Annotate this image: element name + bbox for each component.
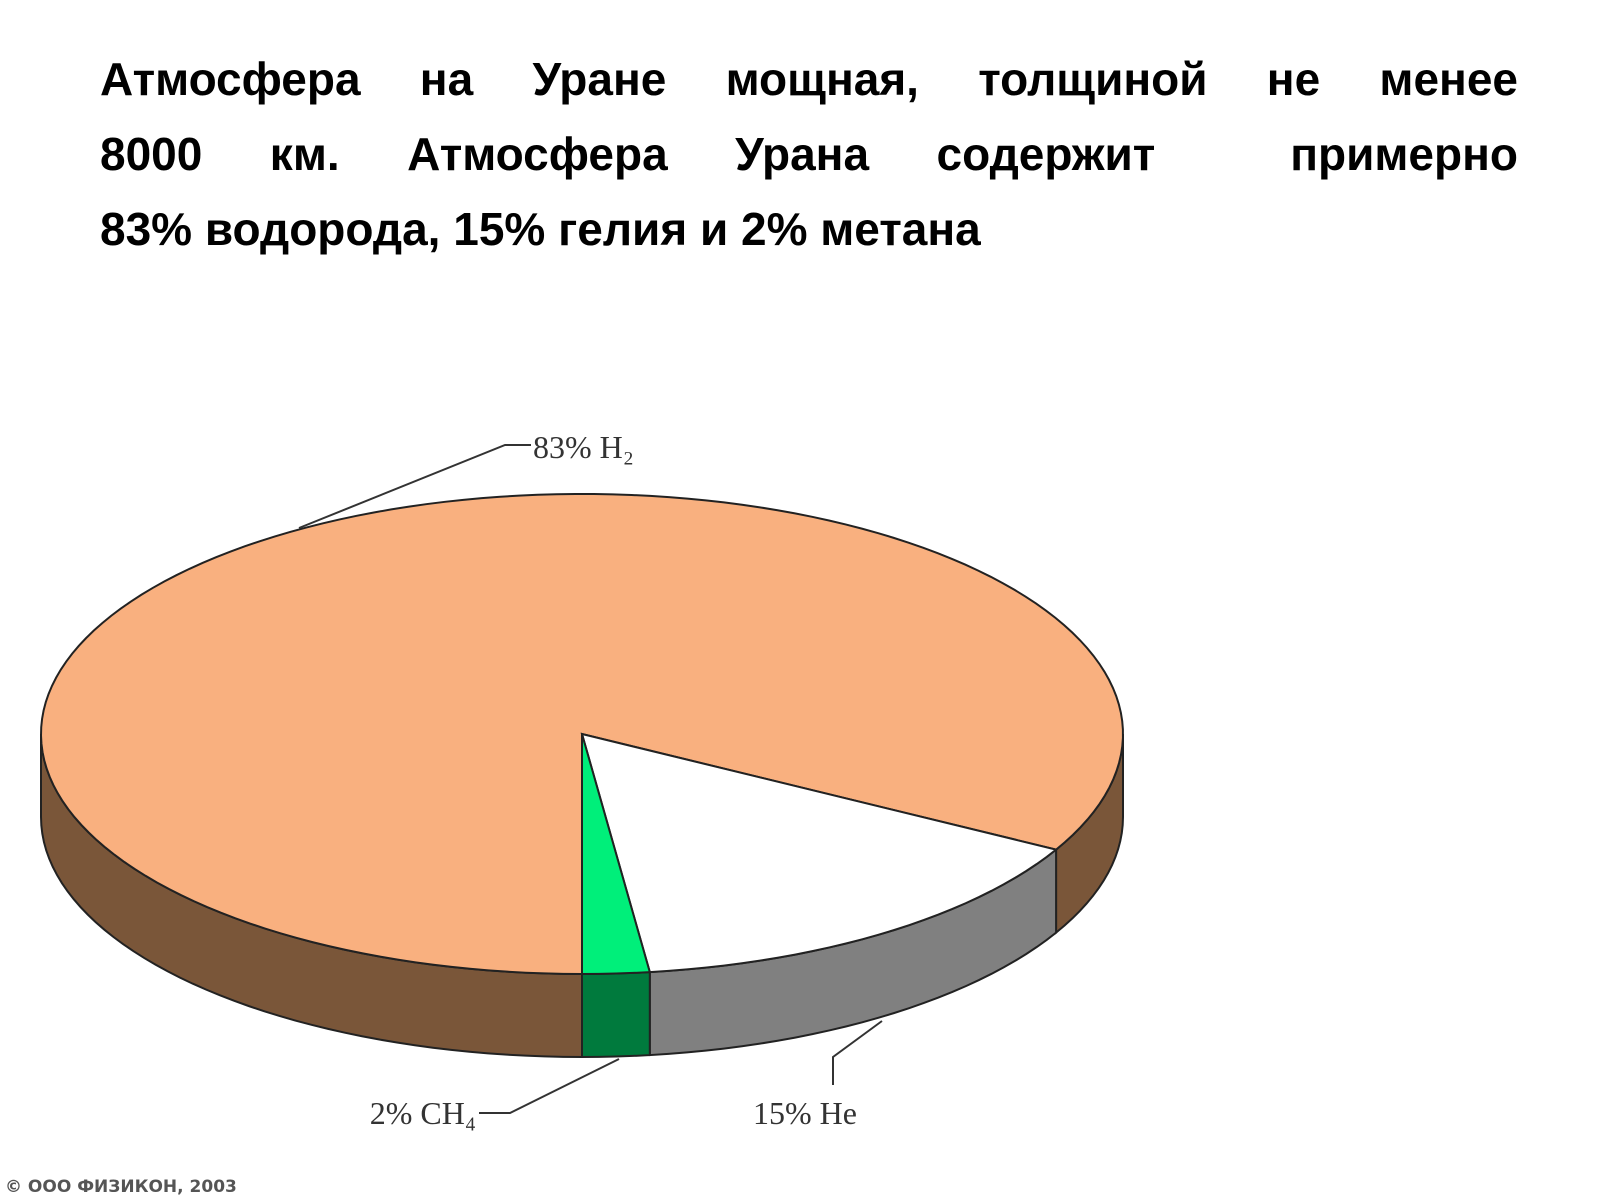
- pie-side: [581, 971, 651, 1059]
- leader-line: [832, 1020, 883, 1085]
- text-line: Атмосфера на Уране мощная, толщиной не м…: [100, 53, 1518, 105]
- pie-slice: [581, 733, 652, 976]
- credit: © ООО ФИЗИКОН, 2003: [5, 1177, 237, 1197]
- leader-line: [479, 1058, 620, 1114]
- leaders: [298, 444, 883, 1114]
- text-line: 8000 км. Атмосфера Урана содержит пример…: [100, 128, 1518, 180]
- leader-line: [298, 444, 531, 529]
- pie-slice: [580, 732, 1059, 974]
- data-label: 83% H₂: [533, 429, 634, 465]
- data-label: 2% CH₄: [370, 1095, 476, 1131]
- data-label: 15% He: [753, 1095, 857, 1131]
- slide-text: Атмосфера на Уране мощная, толщиной не м…: [100, 42, 1518, 267]
- text-line: 83% водорода, 15% гелия и 2% метана: [100, 203, 981, 255]
